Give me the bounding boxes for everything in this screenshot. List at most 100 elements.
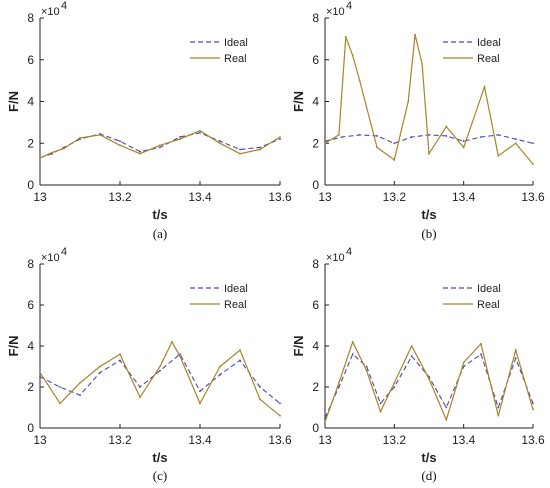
- data-point: [239, 359, 241, 362]
- data-point: [428, 152, 430, 155]
- data-point: [279, 402, 281, 405]
- y-tick-label: 6: [27, 53, 34, 67]
- y-tick-label: 4: [27, 339, 34, 353]
- data-point: [337, 134, 340, 136]
- y-exponent-power: 4: [61, 246, 67, 258]
- y-exponent-power: 4: [346, 0, 352, 12]
- y-tick-label: 4: [27, 95, 34, 109]
- data-point: [159, 369, 161, 372]
- data-point: [179, 136, 181, 138]
- data-point: [445, 406, 448, 409]
- data-point: [532, 408, 534, 411]
- data-point: [480, 343, 482, 345]
- data-point: [337, 386, 340, 388]
- x-tick-label: 13.6: [268, 190, 292, 204]
- data-point: [480, 136, 482, 138]
- y-tick-label: 2: [312, 136, 319, 150]
- data-point: [514, 142, 517, 145]
- data-point: [365, 365, 368, 368]
- data-point: [462, 361, 465, 364]
- data-point: [497, 406, 500, 409]
- data-point: [421, 63, 423, 65]
- x-tick-label: 13.6: [268, 433, 292, 447]
- series-line-real: [324, 340, 534, 423]
- data-point: [79, 137, 81, 139]
- data-point: [239, 349, 241, 351]
- data-point: [344, 35, 347, 38]
- y-tick-label: 0: [312, 421, 319, 435]
- series-line-ideal: [324, 134, 534, 144]
- series-line-ideal: [39, 353, 281, 404]
- data-point: [462, 146, 465, 149]
- data-point: [445, 125, 448, 128]
- data-point: [414, 33, 417, 36]
- series-line-real: [324, 34, 534, 165]
- data-point: [199, 390, 201, 392]
- legend-label-real: Real: [224, 53, 247, 65]
- data-point: [39, 375, 41, 378]
- y-tick-label: 6: [312, 298, 319, 312]
- data-point: [239, 152, 241, 155]
- data-point: [393, 159, 396, 161]
- y-exponent-label: ×10: [326, 252, 345, 264]
- x-tick-label: 13.2: [383, 433, 407, 447]
- data-point: [379, 410, 382, 413]
- data-point: [351, 341, 354, 343]
- data-point: [99, 365, 101, 368]
- data-point: [279, 136, 281, 138]
- y-tick-label: 8: [312, 11, 319, 25]
- data-point: [179, 355, 181, 358]
- x-tick-label: 13: [318, 433, 332, 447]
- y-tick-label: 8: [27, 11, 34, 25]
- x-tick-label: 13.2: [383, 190, 407, 204]
- data-point: [376, 135, 378, 137]
- y-tick-label: 8: [312, 257, 319, 271]
- data-point: [99, 371, 101, 374]
- legend-label-ideal: Ideal: [477, 37, 501, 49]
- y-axis-label: F/N: [291, 336, 306, 357]
- series-line-real: [39, 130, 281, 159]
- x-axis-label: t/s: [421, 207, 436, 222]
- legend-label-ideal: Ideal: [224, 37, 248, 49]
- data-point: [480, 353, 482, 356]
- data-point: [259, 148, 261, 151]
- x-tick-label: 13.4: [188, 190, 212, 204]
- data-point: [119, 353, 121, 356]
- data-point: [99, 134, 101, 136]
- data-point: [51, 151, 53, 154]
- y-tick-label: 6: [312, 53, 319, 67]
- panel-caption: (c): [153, 468, 167, 483]
- x-tick-label: 13.6: [521, 190, 545, 204]
- data-point: [279, 138, 281, 140]
- y-tick-label: 2: [312, 380, 319, 394]
- y-axis-label: F/N: [6, 91, 21, 112]
- x-axis-label: t/s: [152, 207, 167, 222]
- y-tick-label: 6: [27, 298, 34, 312]
- y-exponent-power: 4: [346, 246, 352, 258]
- data-point: [119, 144, 121, 147]
- data-point: [379, 402, 382, 405]
- data-point: [259, 146, 261, 149]
- data-point: [159, 144, 161, 147]
- y-tick-label: 0: [27, 178, 34, 192]
- y-tick-label: 8: [27, 257, 34, 271]
- data-point: [199, 402, 201, 405]
- data-point: [341, 136, 344, 138]
- data-point: [497, 414, 500, 417]
- data-point: [139, 150, 141, 153]
- data-point: [239, 148, 241, 151]
- data-point: [279, 414, 281, 417]
- y-exponent-power: 4: [61, 0, 67, 12]
- x-tick-label: 13.4: [452, 433, 476, 447]
- data-point: [497, 134, 500, 136]
- y-tick-label: 2: [27, 136, 34, 150]
- data-point: [324, 140, 326, 143]
- data-point: [179, 138, 181, 140]
- x-tick-label: 13.2: [108, 190, 132, 204]
- data-point: [445, 135, 448, 137]
- panel-caption: (d): [421, 468, 436, 483]
- data-point: [445, 418, 448, 421]
